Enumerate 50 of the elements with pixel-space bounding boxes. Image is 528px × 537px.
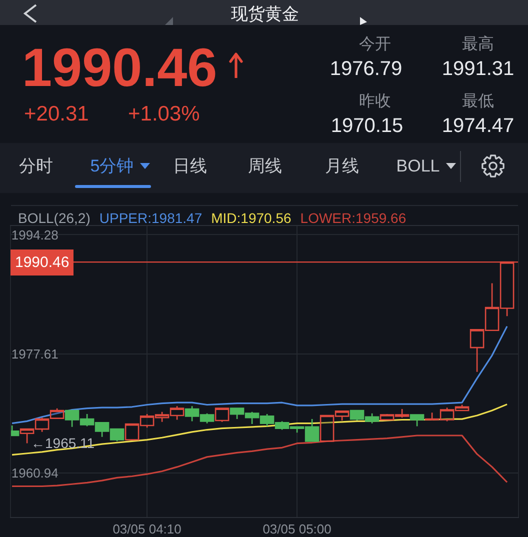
candlestick bbox=[50, 408, 64, 420]
chart-title: 现货黄金 bbox=[231, 4, 299, 24]
legend-title: BOLL(26,2) bbox=[18, 210, 90, 226]
candlestick bbox=[320, 414, 334, 443]
text: 分时 bbox=[19, 156, 53, 176]
candlestick bbox=[484, 282, 500, 332]
text: UPPER:1981.47 bbox=[99, 210, 202, 226]
candlestick bbox=[440, 406, 454, 422]
text: BOLL bbox=[396, 156, 440, 176]
candlestick bbox=[170, 406, 184, 420]
y-tick-label: 1977.61 bbox=[11, 346, 58, 362]
candlestick bbox=[410, 414, 424, 427]
text: +20.31 bbox=[24, 102, 89, 126]
text: +1.03% bbox=[128, 102, 200, 126]
candlestick bbox=[470, 328, 484, 373]
text: LOWER:1959.66 bbox=[300, 210, 406, 226]
text: 昨收 bbox=[359, 93, 391, 110]
candlestick bbox=[394, 408, 410, 418]
x-tick-label: 03/05 05:00 bbox=[262, 522, 332, 537]
text: 日线 bbox=[173, 156, 207, 176]
text: 最低 bbox=[462, 93, 494, 110]
annotation: ←1965.11 bbox=[31, 435, 95, 451]
line-series bbox=[11, 404, 508, 456]
text: MID:1970.56 bbox=[211, 210, 292, 226]
candlestick bbox=[34, 416, 50, 433]
y-tick-label: 1994.28 bbox=[11, 227, 58, 242]
candlestick bbox=[154, 411, 170, 423]
candlestick bbox=[454, 404, 470, 412]
text: 1990.46 bbox=[22, 38, 218, 98]
candlestick bbox=[214, 406, 230, 423]
candlestick bbox=[500, 261, 514, 317]
candlestick bbox=[380, 413, 394, 420]
text: 1976.79 bbox=[330, 58, 402, 80]
line-series bbox=[11, 434, 508, 488]
candlestick bbox=[20, 428, 34, 444]
text: 1991.31 bbox=[442, 58, 514, 80]
text: 今开 bbox=[359, 36, 391, 53]
candlestick bbox=[124, 423, 140, 442]
text: 1970.15 bbox=[330, 115, 404, 137]
text: 月线 bbox=[325, 156, 359, 176]
text: 最高 bbox=[462, 36, 494, 53]
line-series bbox=[11, 326, 508, 424]
text: 周线 bbox=[248, 156, 282, 176]
ref-line-label: 1990.46 bbox=[15, 254, 70, 271]
x-tick-label: 03/05 04:10 bbox=[112, 522, 182, 537]
text: 1974.47 bbox=[442, 115, 514, 137]
candlestick bbox=[140, 413, 154, 428]
y-tick-label: 1960.94 bbox=[11, 466, 58, 481]
text: 5分钟 bbox=[90, 156, 134, 176]
candlestick bbox=[334, 410, 350, 422]
